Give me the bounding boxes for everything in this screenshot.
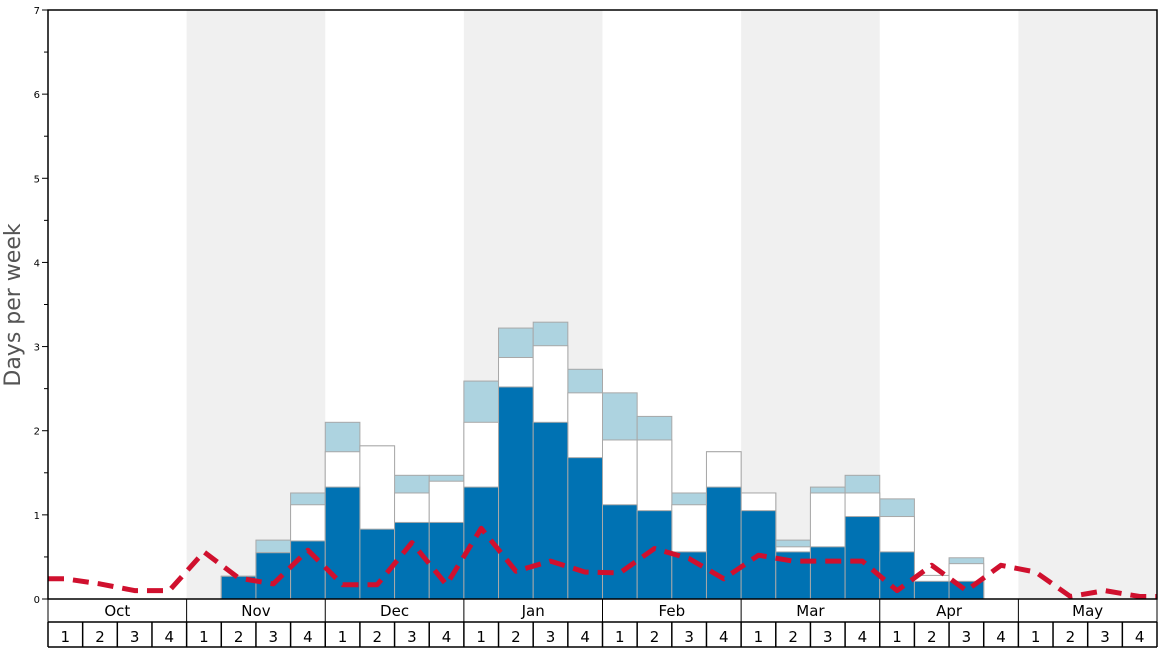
month-bands bbox=[186, 10, 1157, 599]
bar-dark bbox=[567, 457, 603, 600]
y-tick-label: 6 bbox=[34, 90, 40, 101]
week-label: 1 bbox=[476, 628, 486, 646]
month-label-may: May bbox=[1072, 602, 1103, 620]
bar-dark bbox=[913, 580, 950, 600]
y-tick-label: 7 bbox=[34, 6, 40, 17]
bar-dark bbox=[602, 504, 638, 600]
month-label-oct: Oct bbox=[104, 602, 130, 620]
week-label: 3 bbox=[268, 628, 278, 646]
month-band-may bbox=[1018, 10, 1157, 599]
bar-dark bbox=[255, 552, 292, 600]
week-label: 2 bbox=[234, 628, 244, 646]
bar-dark bbox=[428, 521, 465, 600]
week-label: 4 bbox=[580, 628, 590, 646]
bar-dark bbox=[394, 521, 430, 600]
y-tick-label: 1 bbox=[34, 511, 40, 522]
y-tick-label: 5 bbox=[34, 174, 40, 185]
week-label: 4 bbox=[996, 628, 1006, 646]
week-label: 1 bbox=[61, 628, 71, 646]
week-label: 4 bbox=[303, 628, 313, 646]
month-label-mar: Mar bbox=[796, 602, 825, 620]
month-label-feb: Feb bbox=[659, 602, 686, 620]
week-label: 4 bbox=[719, 628, 729, 646]
y-axis-title: Days per week bbox=[1, 223, 26, 386]
week-label: 1 bbox=[338, 628, 348, 646]
week-label: 3 bbox=[130, 628, 140, 646]
bar-dark bbox=[532, 421, 569, 600]
week-label: 2 bbox=[511, 628, 521, 646]
week-label: 2 bbox=[650, 628, 660, 646]
week-label: 3 bbox=[962, 628, 972, 646]
week-label: 1 bbox=[1031, 628, 1041, 646]
average-line bbox=[48, 525, 1157, 599]
x-axis: Oct 1 2 3 4 Nov 1 2 3 4 Dec 1 2 3 4 Jan 1 2 3 4 Feb 1 2 3 4 Mar 1 2… bbox=[47, 599, 1158, 648]
week-label: 1 bbox=[199, 628, 209, 646]
week-label: 4 bbox=[442, 628, 452, 646]
week-label: 1 bbox=[615, 628, 625, 646]
week-label: 3 bbox=[1100, 628, 1110, 646]
week-label: 3 bbox=[407, 628, 417, 646]
week-label: 2 bbox=[372, 628, 382, 646]
week-label: 1 bbox=[892, 628, 902, 646]
y-tick-label: 0 bbox=[34, 595, 40, 606]
bar-dark bbox=[809, 546, 846, 600]
week-label: 4 bbox=[165, 628, 175, 646]
y-tick-label: 2 bbox=[34, 427, 40, 438]
y-axis: 0 1 2 3 4 5 6 7 bbox=[34, 6, 48, 606]
bar-dark bbox=[359, 528, 396, 600]
week-label: 3 bbox=[684, 628, 694, 646]
bar-dark bbox=[705, 486, 742, 600]
month-label-dec: Dec bbox=[380, 602, 409, 620]
y-tick-label: 3 bbox=[34, 343, 40, 354]
month-label-nov: Nov bbox=[241, 602, 270, 620]
week-label: 2 bbox=[95, 628, 105, 646]
month-label-apr: Apr bbox=[936, 602, 963, 620]
week-label: 2 bbox=[1066, 628, 1076, 646]
bar-dark bbox=[844, 516, 881, 600]
week-label: 1 bbox=[754, 628, 764, 646]
week-label: 2 bbox=[788, 628, 798, 646]
week-label: 2 bbox=[927, 628, 937, 646]
y-tick-label: 4 bbox=[34, 258, 40, 269]
week-label: 4 bbox=[1135, 628, 1145, 646]
week-label: 4 bbox=[858, 628, 868, 646]
week-label: 3 bbox=[823, 628, 833, 646]
average-line-group bbox=[48, 525, 1157, 599]
week-label: 3 bbox=[546, 628, 556, 646]
month-label-jan: Jan bbox=[521, 602, 545, 620]
